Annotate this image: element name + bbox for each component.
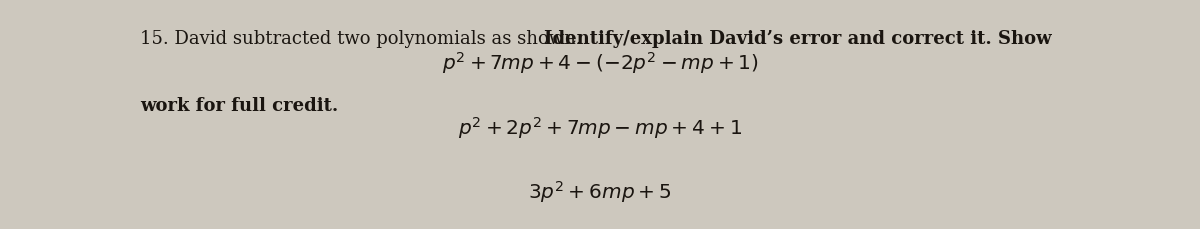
Text: Identify/explain David’s error and correct it. Show: Identify/explain David’s error and corre… [544,30,1051,48]
Text: 15. David subtracted two polynomials as shown.: 15. David subtracted two polynomials as … [140,30,588,48]
Text: $p^2 + 7mp + 4 - (-2p^2 - mp + 1)$: $p^2 + 7mp + 4 - (-2p^2 - mp + 1)$ [442,50,758,76]
Text: work for full credit.: work for full credit. [140,96,338,114]
Text: $p^2 + 2p^2 + 7mp - mp + 4 + 1$: $p^2 + 2p^2 + 7mp - mp + 4 + 1$ [458,114,742,140]
Text: $3p^2 + 6mp + 5$: $3p^2 + 6mp + 5$ [528,179,672,204]
